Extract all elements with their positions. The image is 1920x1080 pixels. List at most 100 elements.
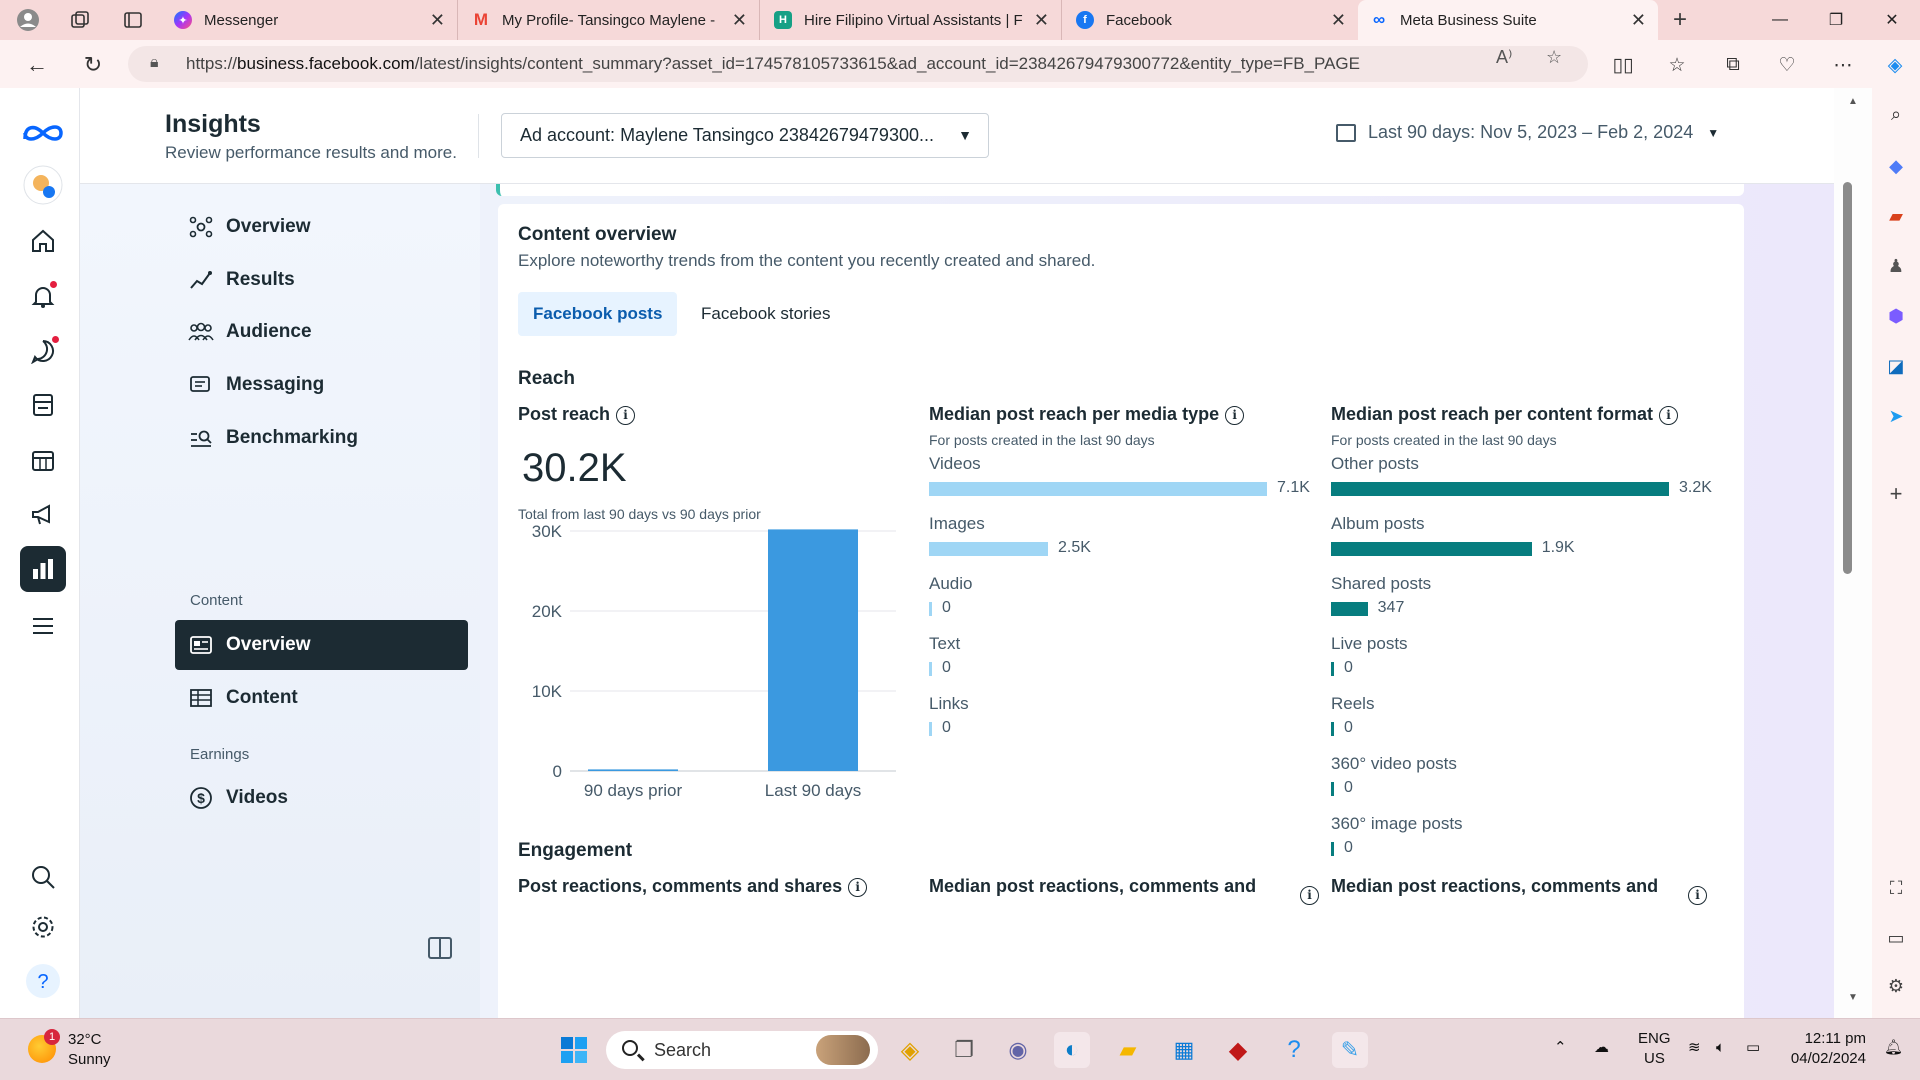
region-code[interactable]: US — [1644, 1050, 1665, 1067]
settings-gear-icon[interactable] — [20, 904, 66, 950]
microsoft-365-icon[interactable]: ⬢ — [1888, 305, 1904, 326]
favorites-icon[interactable]: ☆ — [1668, 54, 1686, 76]
page-scrollbar[interactable]: ▲ ▼ — [1834, 88, 1872, 1018]
info-icon[interactable]: i — [1300, 886, 1319, 905]
close-window-icon[interactable]: ✕ — [1885, 12, 1899, 29]
info-icon[interactable]: i — [1659, 405, 1679, 425]
scrollbar-thumb[interactable] — [1843, 182, 1852, 574]
show-hidden-icons-icon[interactable]: ⌃ — [1554, 1039, 1567, 1056]
url-field[interactable]: 🔒︎ https://business.facebook.com/latest/… — [128, 46, 1588, 82]
battery-icon[interactable]: ▭ — [1746, 1039, 1761, 1056]
split-screen-icon[interactable]: ▯▯ — [1612, 54, 1634, 76]
games-icon[interactable]: ♟ — [1887, 255, 1905, 276]
home-icon[interactable] — [20, 218, 66, 264]
tab-facebook-posts[interactable]: Facebook posts — [518, 292, 678, 336]
workspaces-icon[interactable] — [68, 8, 92, 32]
nav-item-videos[interactable]: $ Videos — [175, 773, 468, 823]
nav-item-content[interactable]: Content — [175, 673, 468, 723]
add-sidebar-app-icon[interactable]: + — [1889, 481, 1903, 506]
nav-item-results[interactable]: Results — [175, 255, 468, 305]
meta-logo-icon[interactable] — [20, 110, 66, 156]
close-tab-icon[interactable]: ✕ — [1630, 9, 1646, 30]
info-icon[interactable]: i — [1688, 886, 1707, 905]
inbox-icon[interactable] — [20, 328, 66, 374]
task-view-icon[interactable]: ❐ — [954, 1037, 974, 1062]
volume-icon[interactable]: 🔈︎ — [1716, 1039, 1726, 1056]
new-tab-icon[interactable]: + — [1672, 6, 1687, 33]
tab-facebook-stories[interactable]: Facebook stories — [701, 304, 831, 323]
mcafee-icon[interactable]: ◆ — [1228, 1036, 1248, 1064]
paint-app-icon[interactable]: ✎ — [1332, 1032, 1368, 1068]
taskbar-search[interactable]: Search — [606, 1031, 878, 1069]
search-icon[interactable] — [20, 854, 66, 900]
date-range-picker[interactable]: Last 90 days: Nov 5, 2023 – Feb 2, 2024 … — [1336, 122, 1719, 143]
outlook-icon[interactable]: ◪ — [1887, 355, 1905, 376]
collapse-sidebar-icon[interactable] — [428, 937, 452, 959]
browser-tab-meta-business-suite[interactable]: ∞ Meta Business Suite ✕ — [1358, 0, 1658, 40]
insights-icon[interactable] — [20, 546, 66, 592]
minimize-icon[interactable]: — — [1772, 11, 1788, 28]
close-tab-icon[interactable]: ✕ — [731, 9, 747, 30]
restore-icon[interactable]: ❐ — [1828, 12, 1844, 29]
shopping-tag-icon[interactable]: ◆ — [1889, 155, 1903, 176]
sidebar-settings-icon[interactable]: ⚙ — [1887, 975, 1905, 996]
clock-time[interactable]: 12:11 pm — [1804, 1030, 1866, 1047]
hide-sidebar-icon[interactable]: ▭ — [1887, 927, 1905, 948]
refresh-icon[interactable]: ↻ — [83, 52, 103, 77]
ad-account-dropdown[interactable]: Ad account: Maylene Tansingco 2384267947… — [501, 113, 989, 158]
help-icon[interactable]: ? — [20, 958, 66, 1004]
chart-bar[interactable] — [588, 769, 678, 771]
close-tab-icon[interactable]: ✕ — [429, 9, 445, 30]
nav-item-audience[interactable]: Audience — [175, 307, 468, 357]
all-tools-menu-icon[interactable] — [20, 603, 66, 649]
read-aloud-icon[interactable]: A⁾ — [1496, 47, 1513, 67]
edge-browser-icon[interactable]: ◐ — [1054, 1032, 1090, 1068]
notifications-icon[interactable] — [20, 273, 66, 319]
copilot-icon[interactable]: ◈ — [1887, 54, 1903, 76]
close-tab-icon[interactable]: ✕ — [1033, 9, 1049, 30]
page-avatar[interactable] — [20, 162, 66, 208]
info-icon[interactable]: i — [616, 405, 636, 425]
microsoft-store-icon[interactable]: ▦ — [1173, 1037, 1195, 1062]
profile-icon[interactable] — [16, 8, 40, 32]
ads-megaphone-icon[interactable] — [20, 492, 66, 538]
content-icon[interactable] — [20, 382, 66, 428]
bar-row-bar — [929, 542, 1048, 556]
wifi-icon[interactable]: ≋ — [1688, 1039, 1701, 1056]
chart-bar[interactable] — [768, 529, 858, 771]
search-icon[interactable]: ⌕ — [1890, 103, 1902, 124]
browser-tab-facebook[interactable]: f Facebook ✕ — [1064, 0, 1358, 40]
copilot-app-icon[interactable]: ◈ — [900, 1036, 920, 1064]
nav-item-benchmarking[interactable]: Benchmarking — [175, 413, 468, 463]
onedrive-cloud-icon[interactable]: ☁ — [1594, 1039, 1609, 1056]
nav-item-overview[interactable]: Overview — [175, 202, 468, 252]
collections-icon[interactable]: ⧉ — [1726, 54, 1740, 75]
info-icon[interactable]: i — [1225, 405, 1245, 425]
file-explorer-icon[interactable]: ▰ — [1119, 1037, 1137, 1062]
teams-chat-icon[interactable]: ◉ — [1008, 1037, 1028, 1062]
tools-briefcase-icon[interactable]: ▰ — [1889, 205, 1903, 226]
favorite-star-icon[interactable]: ☆ — [1546, 47, 1563, 67]
screenshot-icon[interactable]: ⛶ — [1889, 877, 1903, 898]
help-app-icon[interactable]: ? — [1287, 1036, 1301, 1063]
info-icon[interactable]: i — [848, 877, 868, 897]
clock-date[interactable]: 04/02/2024 — [1790, 1050, 1866, 1067]
browser-tab-hire-filipino[interactable]: H Hire Filipino Virtual Assistants | F ✕ — [762, 0, 1062, 40]
close-tab-icon[interactable]: ✕ — [1330, 9, 1346, 30]
scroll-down-arrow-icon[interactable]: ▼ — [1848, 992, 1858, 1003]
browser-tab-messenger[interactable]: ✦ Messenger ✕ — [162, 0, 458, 40]
send-icon[interactable]: ➤ — [1888, 405, 1904, 426]
language-code[interactable]: ENG — [1638, 1030, 1671, 1047]
start-windows-icon[interactable] — [556, 1032, 592, 1068]
tab-actions-icon[interactable] — [121, 8, 145, 32]
browser-essentials-icon[interactable]: ♡ — [1778, 54, 1796, 76]
nav-item-content-overview[interactable]: Overview — [175, 620, 468, 670]
planner-icon[interactable] — [20, 438, 66, 484]
weather-desc: Sunny — [68, 1051, 111, 1068]
more-menu-icon[interactable]: ⋯ — [1833, 54, 1853, 76]
scroll-up-arrow-icon[interactable]: ▲ — [1848, 96, 1858, 107]
nav-item-messaging[interactable]: Messaging — [175, 360, 468, 410]
browser-tab-my-profile[interactable]: M My Profile- Tansingco Maylene - ✕ — [460, 0, 760, 40]
notifications-bell-icon[interactable]: 🔔︎ — [1884, 1039, 1904, 1056]
back-icon[interactable]: ← — [26, 52, 48, 77]
